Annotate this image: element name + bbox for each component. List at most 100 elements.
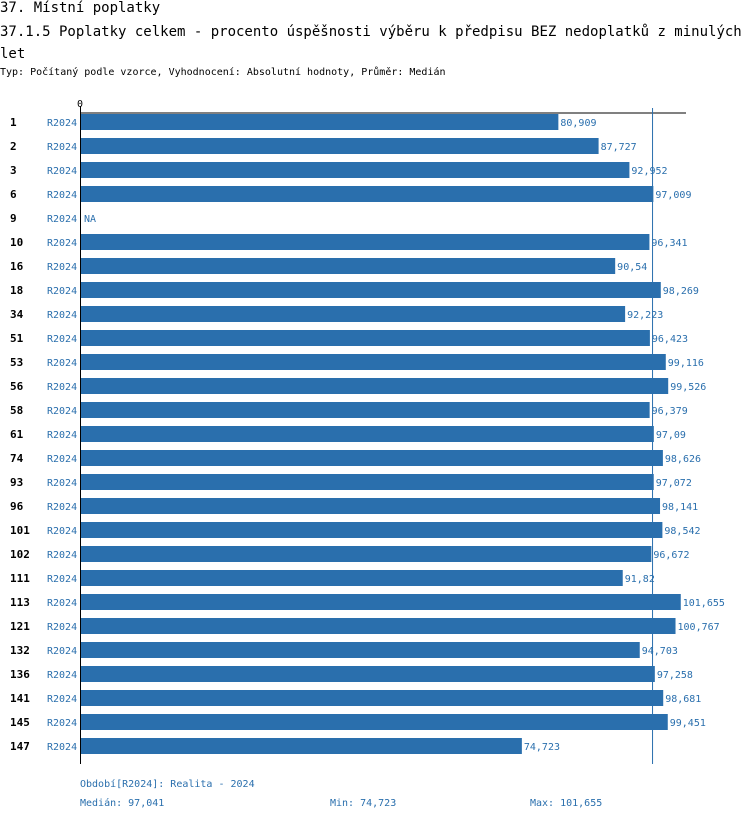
footer-period: Období[R2024]: Realita - 2024 xyxy=(80,779,255,790)
bar-value-label: 80,909 xyxy=(560,118,596,129)
bar-value-label: 97,009 xyxy=(655,190,691,201)
category-label: 56 xyxy=(10,380,24,393)
period-label: R2024 xyxy=(47,166,77,177)
period-label: R2024 xyxy=(47,574,77,585)
category-label: 136 xyxy=(10,668,30,681)
period-label: R2024 xyxy=(47,238,77,249)
period-label: R2024 xyxy=(47,430,77,441)
bar-value-label: 98,681 xyxy=(665,694,701,705)
category-label: 16 xyxy=(10,260,24,273)
period-label: R2024 xyxy=(47,598,77,609)
period-label: R2024 xyxy=(47,358,77,369)
bar-value-label: 96,423 xyxy=(652,334,688,345)
category-label: 96 xyxy=(10,500,24,513)
period-label: R2024 xyxy=(47,670,77,681)
bar xyxy=(81,330,650,346)
page-title: 37. Místní poplatky xyxy=(0,0,161,16)
category-label: 74 xyxy=(10,452,24,465)
period-label: R2024 xyxy=(47,526,77,537)
x-axis-zero-label: 0 xyxy=(77,99,83,110)
footer-median: Medián: 97,041 xyxy=(80,798,165,809)
bar xyxy=(81,114,559,130)
bar xyxy=(81,690,664,706)
bar xyxy=(81,306,626,322)
bar xyxy=(81,402,650,418)
bar-chart: 0 1 R2024 80,909 2 R2024 87,727 3 R2024 92,952 6 R2… xyxy=(10,99,725,764)
category-label: 141 xyxy=(10,692,30,705)
bar xyxy=(81,642,640,658)
period-label: R2024 xyxy=(47,718,77,729)
bar xyxy=(81,138,599,154)
bar-value-label: 99,526 xyxy=(670,382,706,393)
category-label: 34 xyxy=(10,308,24,321)
period-label: R2024 xyxy=(47,406,77,417)
bar-value-label: 92,952 xyxy=(631,166,667,177)
bar xyxy=(81,474,654,490)
category-label: 101 xyxy=(10,524,30,537)
bar-value-label: 99,451 xyxy=(670,718,706,729)
bar-value-label: 91,82 xyxy=(625,574,655,585)
category-label: 132 xyxy=(10,644,30,657)
period-label: R2024 xyxy=(47,310,77,321)
bar xyxy=(81,162,630,178)
bar-value-label: NA xyxy=(84,214,96,225)
bar xyxy=(81,714,668,730)
footer-min: Min: 74,723 xyxy=(330,798,397,809)
period-label: R2024 xyxy=(47,550,77,561)
category-label: 145 xyxy=(10,716,30,729)
period-label: R2024 xyxy=(47,262,77,273)
bar-value-label: 98,269 xyxy=(663,286,699,297)
bar-value-label: 74,723 xyxy=(524,742,560,753)
bar-value-label: 98,626 xyxy=(665,454,701,465)
period-label: R2024 xyxy=(47,214,77,225)
category-label: 18 xyxy=(10,284,23,297)
bar-value-label: 94,703 xyxy=(642,646,678,657)
bar xyxy=(81,234,650,250)
category-label: 1 xyxy=(10,116,17,129)
bar-value-label: 100,767 xyxy=(678,622,720,633)
bar-value-label: 97,09 xyxy=(656,430,686,441)
bar xyxy=(81,450,663,466)
bar-value-label: 87,727 xyxy=(601,142,637,153)
category-label: 61 xyxy=(10,428,24,441)
period-label: R2024 xyxy=(47,694,77,705)
category-label: 6 xyxy=(10,188,17,201)
category-label: 3 xyxy=(10,164,17,177)
category-label: 93 xyxy=(10,476,23,489)
period-label: R2024 xyxy=(47,454,77,465)
period-label: R2024 xyxy=(47,118,77,129)
bar xyxy=(81,498,661,514)
bar-value-label: 101,655 xyxy=(683,598,725,609)
chart-title: 37.1.5 Poplatky celkem - procento úspěšn… xyxy=(0,24,742,62)
bar xyxy=(81,426,654,442)
bar-value-label: 97,258 xyxy=(657,670,693,681)
period-label: R2024 xyxy=(47,286,77,297)
bar-value-label: 96,341 xyxy=(651,238,687,249)
bar-value-label: 97,072 xyxy=(656,478,692,489)
category-label: 111 xyxy=(10,572,30,585)
period-label: R2024 xyxy=(47,742,77,753)
bar xyxy=(81,282,661,298)
bar xyxy=(81,354,666,370)
bar-value-label: 98,141 xyxy=(662,502,698,513)
period-label: R2024 xyxy=(47,622,77,633)
bar xyxy=(81,738,522,754)
category-label: 113 xyxy=(10,596,30,609)
category-label: 2 xyxy=(10,140,17,153)
bar-value-label: 90,54 xyxy=(617,262,647,273)
bar xyxy=(81,258,616,274)
bar xyxy=(81,666,655,682)
period-label: R2024 xyxy=(47,142,77,153)
bar xyxy=(81,378,669,394)
footer-max: Max: 101,655 xyxy=(530,798,603,809)
category-label: 102 xyxy=(10,548,30,561)
chart-type-info: Typ: Počítaný podle vzorce, Vyhodnocení:… xyxy=(0,67,446,78)
category-label: 121 xyxy=(10,620,30,633)
bar xyxy=(81,618,676,634)
bar-value-label: 98,542 xyxy=(664,526,700,537)
bar xyxy=(81,570,623,586)
category-label: 53 xyxy=(10,356,23,369)
period-label: R2024 xyxy=(47,502,77,513)
period-label: R2024 xyxy=(47,382,77,393)
category-label: 58 xyxy=(10,404,23,417)
